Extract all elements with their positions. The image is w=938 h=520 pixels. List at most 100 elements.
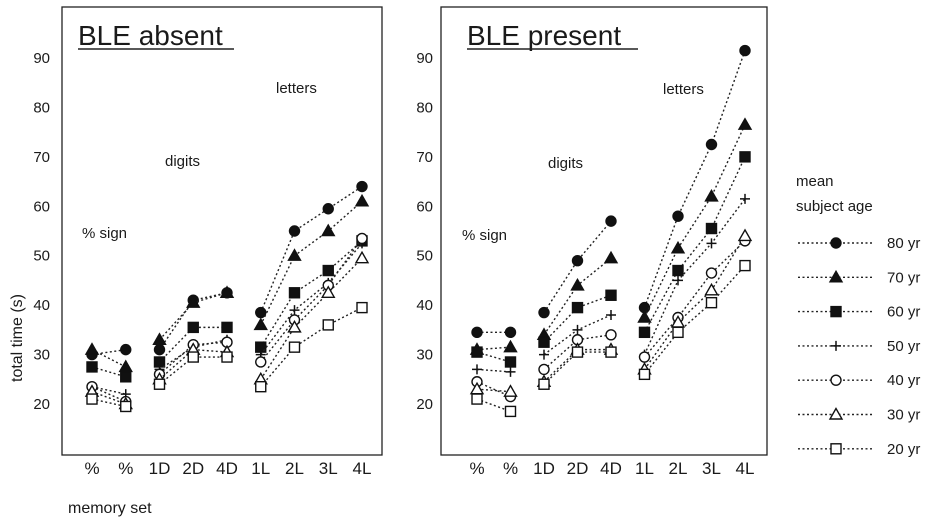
- y-tick-label: 60: [416, 198, 433, 215]
- series-70-yr: [84, 193, 370, 373]
- y-tick-label: 20: [33, 396, 50, 413]
- panel-ble-present: BLE present 20 30 40 50 60 70 80 90 %% 1D 2D 4D 1L 2…: [416, 6, 768, 478]
- legend-title-line2: subject age: [796, 198, 873, 215]
- data-point: [187, 351, 199, 363]
- data-point: [356, 180, 368, 193]
- plot-series: [84, 180, 370, 413]
- series-line: [643, 156, 746, 333]
- data-point: [706, 238, 717, 249]
- data-point: [638, 326, 651, 339]
- data-point: [471, 326, 483, 339]
- data-point: [605, 215, 617, 227]
- data-point: [288, 225, 301, 237]
- x-tick-label: %: [469, 459, 484, 478]
- plot-series: [469, 44, 753, 418]
- x-tick-label: 2L: [669, 459, 688, 478]
- data-point: [504, 326, 517, 339]
- x-tick-label: 2D: [182, 459, 204, 478]
- series-line: [159, 339, 228, 370]
- series-line: [260, 242, 363, 355]
- legend-marker: [830, 374, 842, 386]
- data-point: [538, 363, 550, 376]
- data-point: [705, 267, 718, 279]
- data-point: [739, 44, 751, 57]
- group-label-letters: letters: [276, 80, 317, 97]
- data-point: [704, 188, 719, 202]
- legend-item: 50 yr: [798, 338, 920, 355]
- series-line: [260, 257, 363, 380]
- data-point: [221, 351, 233, 363]
- legend-item: 20 yr: [798, 441, 920, 458]
- data-point: [503, 384, 518, 397]
- data-point: [638, 351, 651, 363]
- data-point: [538, 306, 550, 319]
- data-point: [287, 248, 302, 261]
- panel-ble-absent: BLE absent total time (s) memory set 20 3…: [9, 6, 383, 517]
- x-tick-label: 1D: [533, 459, 555, 478]
- data-point: [287, 319, 302, 333]
- series-20-yr: [86, 301, 368, 413]
- legend-label: 20 yr: [887, 441, 920, 458]
- data-point: [672, 264, 684, 277]
- data-point: [120, 400, 132, 413]
- y-tick-label: 50: [33, 248, 50, 265]
- data-point: [606, 310, 616, 321]
- y-tick-label: 70: [33, 149, 50, 166]
- data-point: [322, 203, 334, 215]
- x-tick-label: 4L: [736, 459, 755, 478]
- y-tick-labels: 20 30 40 50 60 70 80 90: [416, 50, 433, 413]
- legend-label: 70 yr: [887, 269, 920, 286]
- series-line: [643, 265, 746, 375]
- data-point: [670, 240, 686, 254]
- data-point: [505, 366, 516, 377]
- data-point: [538, 378, 550, 390]
- x-axis-label: memory set: [68, 500, 152, 517]
- data-point: [471, 346, 483, 358]
- data-point: [539, 349, 549, 360]
- data-point: [605, 289, 617, 301]
- data-point: [538, 336, 550, 348]
- legend-marker: [828, 269, 844, 283]
- x-tick-label: 4D: [216, 459, 238, 478]
- data-point: [219, 285, 235, 298]
- data-point: [571, 346, 584, 358]
- data-point: [289, 305, 300, 316]
- data-point: [288, 287, 301, 299]
- data-point: [705, 222, 718, 235]
- y-tick-label: 20: [416, 396, 433, 413]
- y-tick-label: 60: [33, 198, 50, 215]
- legend-marker: [830, 305, 842, 318]
- series-line: [476, 381, 511, 398]
- legend-items: 80 yr 70 yr 60 yr 50 yr 40 yr 30 yr 20 yr: [798, 235, 920, 458]
- data-point: [221, 321, 233, 334]
- x-tick-label: 1L: [635, 459, 654, 478]
- data-point: [288, 341, 301, 353]
- data-point: [737, 117, 753, 130]
- data-point: [356, 301, 368, 314]
- x-tick-labels: %% 1D 2D 4D 1L 2L 3L 4L: [469, 459, 754, 478]
- x-tick-label: 3L: [319, 459, 338, 478]
- data-point: [504, 405, 517, 418]
- data-point: [153, 343, 166, 356]
- legend-label: 60 yr: [887, 304, 920, 321]
- data-point: [672, 326, 684, 339]
- data-point: [153, 378, 166, 390]
- data-point: [704, 282, 719, 296]
- legend-marker: [828, 407, 844, 420]
- x-tick-label: 3L: [702, 459, 721, 478]
- series-20-yr: [471, 259, 751, 418]
- data-point: [321, 223, 336, 237]
- series-80-yr: [471, 44, 751, 339]
- series-line: [159, 348, 228, 380]
- y-tick-labels: 20 30 40 50 60 70 80 90: [33, 50, 50, 413]
- data-point: [605, 346, 617, 358]
- series-60-yr: [471, 151, 751, 368]
- series-line: [260, 238, 363, 363]
- series-line: [260, 306, 363, 388]
- panel-frame: [440, 6, 768, 456]
- series-line: [643, 240, 746, 358]
- y-tick-label: 30: [33, 347, 50, 364]
- legend-item: 80 yr: [798, 235, 920, 252]
- data-point: [356, 232, 368, 245]
- legend-item: 60 yr: [798, 304, 920, 321]
